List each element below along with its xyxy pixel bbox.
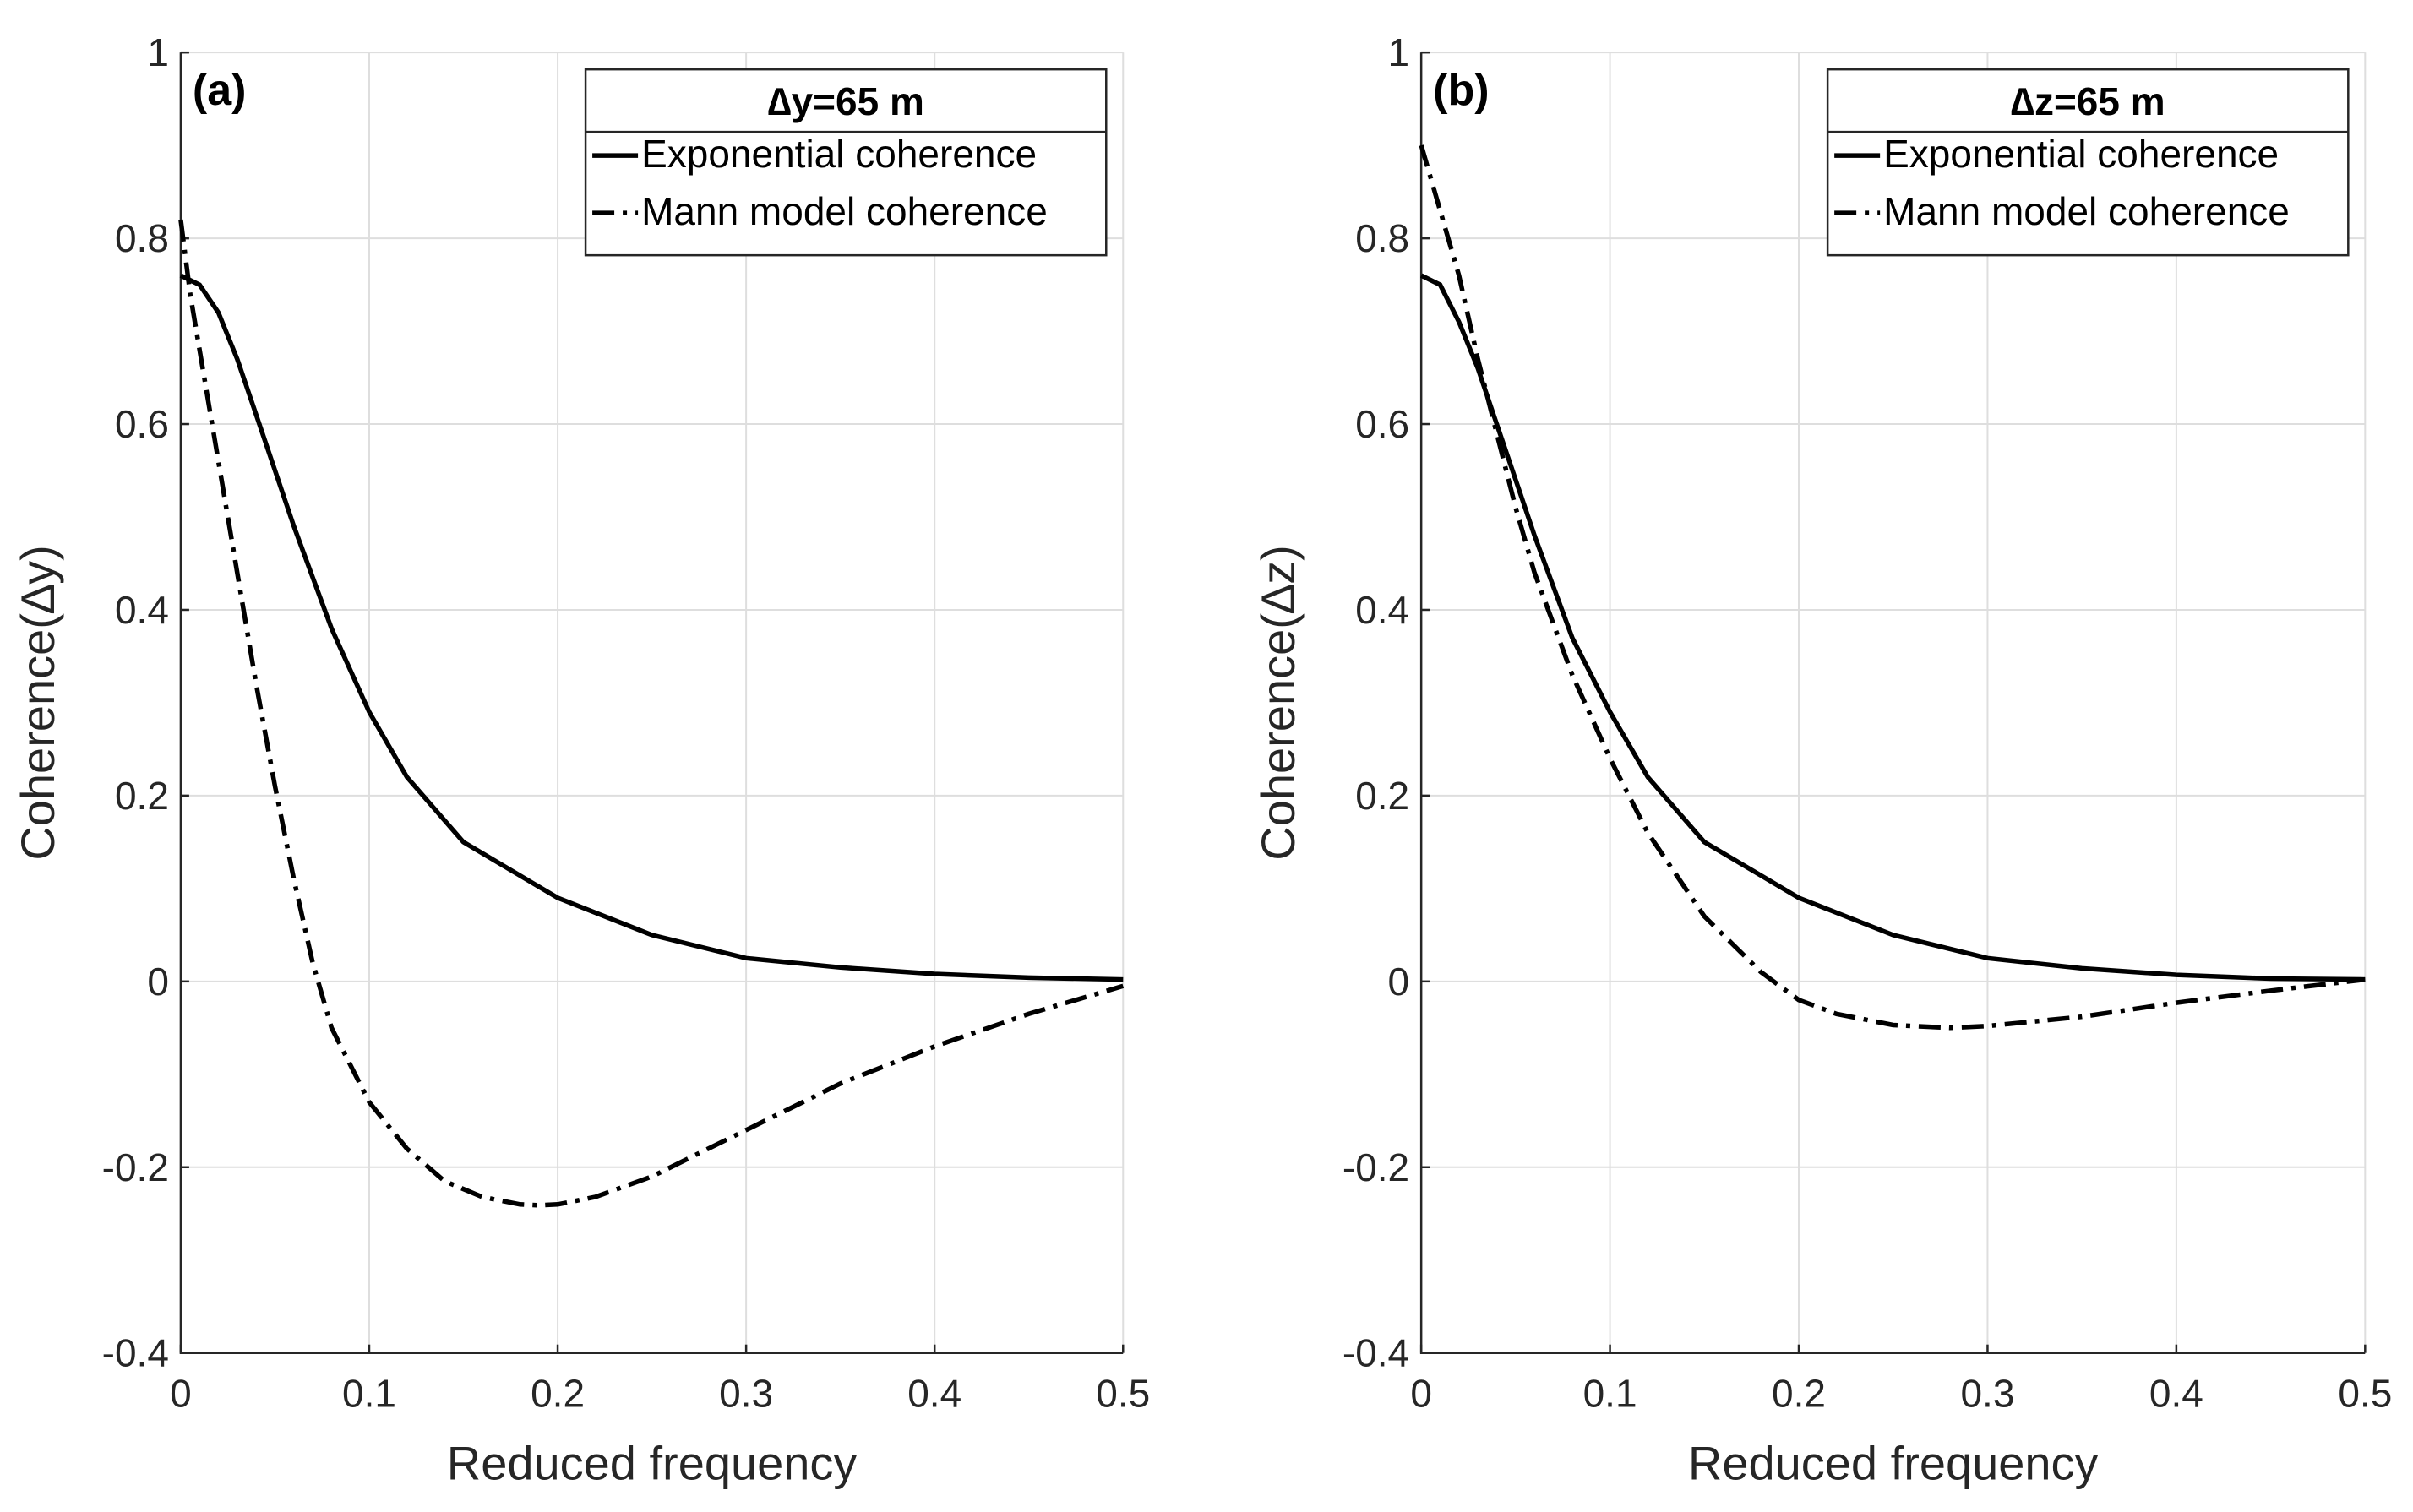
x-tick-label: 0.2 [1772, 1372, 1826, 1416]
y-tick-label: 0 [147, 960, 169, 1003]
legend-entry: Exponential coherence [641, 132, 1037, 176]
legend-entry: Mann model coherence [1883, 189, 2290, 233]
legend: ∆y=65 m Exponential coherence Mann model c… [584, 68, 1108, 257]
y-tick-label: 0.8 [115, 216, 169, 260]
x-tick-label: 0.2 [531, 1372, 585, 1416]
legend-entry: Exponential coherence [1883, 132, 2279, 176]
x-tick-label: 0.1 [342, 1372, 396, 1416]
axes-frame [1419, 52, 2366, 1354]
x-tick-label: 0.4 [2149, 1372, 2203, 1416]
legend-title: ∆y=65 m [767, 79, 923, 123]
legend: ∆z=65 m Exponential coherence Mann model c… [1826, 68, 2350, 257]
y-tick-label: 0.8 [1355, 216, 1409, 260]
y-tick-label: 0.6 [1355, 402, 1409, 446]
y-tick-label: 0.4 [115, 588, 169, 632]
legend-box [1826, 68, 2350, 257]
y-tick-label: 0.2 [115, 774, 169, 818]
exponential-coherence-line [179, 273, 1124, 982]
y-tick-label: 0.4 [1355, 588, 1409, 632]
axes-frame [179, 52, 1124, 1354]
mann-coherence-line [178, 219, 1125, 1208]
x-tick-label: 0 [1410, 1372, 1432, 1416]
y-tick-label: -0.2 [102, 1145, 169, 1189]
x-tick-label: 0.3 [1960, 1372, 2014, 1416]
legend-entry: Mann model coherence [641, 189, 1048, 233]
chart-panel-b: 0 0.1 0.2 0.3 0.4 0.5 -0.4 -0.2 0 0.2 0.4 0.6 0.8 1 Re… [1251, 30, 2392, 1490]
y-tick-label: 1 [1388, 30, 1410, 74]
y-tick-label: -0.4 [102, 1331, 169, 1375]
panel-label: (b) [1433, 66, 1489, 115]
x-tick-label: 0.5 [2338, 1372, 2392, 1416]
y-tick-label: -0.2 [1343, 1145, 1409, 1189]
y-tick-label: 0.2 [1355, 774, 1409, 818]
x-tick-label: 0.5 [1096, 1372, 1150, 1416]
y-tick-label: -0.4 [1343, 1331, 1409, 1375]
chart-panel-a: 0 0.1 0.2 0.3 0.4 0.5 -0.4 -0.2 0 0.2 0.4 0.6 0.8 1 Re… [11, 30, 1150, 1490]
y-axis-label: Coherence(∆y) [11, 545, 64, 861]
mann-coherence-line [1419, 144, 2366, 1031]
y-tick-label: 0 [1388, 960, 1410, 1003]
x-axis-label: Reduced frequency [447, 1437, 858, 1490]
legend-box [584, 68, 1108, 257]
y-axis-label: Coherence(∆z) [1251, 545, 1305, 861]
x-axis-label: Reduced frequency [1688, 1437, 2099, 1490]
panel-label: (a) [193, 66, 247, 115]
x-tick-label: 0 [170, 1372, 192, 1416]
y-tick-label: 0.6 [115, 402, 169, 446]
y-tick-label: 1 [147, 30, 169, 74]
legend-title: ∆z=65 m [2011, 79, 2165, 123]
exponential-coherence-line [1419, 273, 2366, 982]
x-tick-label: 0.4 [907, 1372, 961, 1416]
x-tick-label: 0.1 [1583, 1372, 1637, 1416]
x-tick-label: 0.3 [719, 1372, 773, 1416]
